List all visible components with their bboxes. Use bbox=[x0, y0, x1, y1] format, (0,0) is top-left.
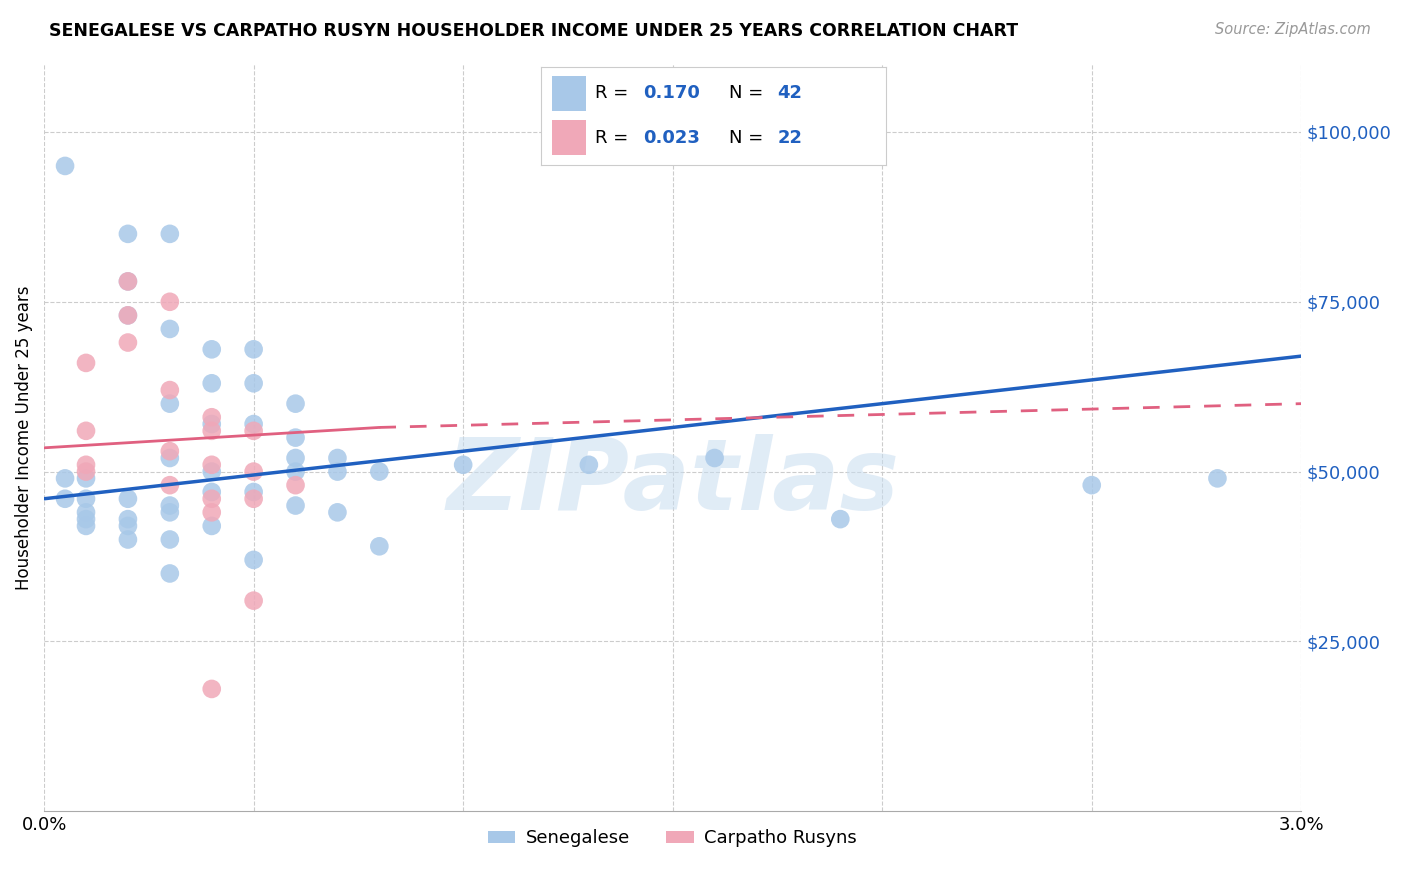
Point bbox=[75, 505, 97, 519]
Point bbox=[284, 397, 307, 411]
Point bbox=[117, 533, 139, 547]
Text: 0.170: 0.170 bbox=[643, 85, 700, 103]
Point bbox=[75, 424, 97, 438]
Text: SENEGALESE VS CARPATHO RUSYN HOUSEHOLDER INCOME UNDER 25 YEARS CORRELATION CHART: SENEGALESE VS CARPATHO RUSYN HOUSEHOLDER… bbox=[49, 22, 1018, 40]
Point bbox=[75, 519, 97, 533]
Point bbox=[242, 553, 264, 567]
Point bbox=[75, 356, 97, 370]
Point bbox=[284, 478, 307, 492]
Point bbox=[117, 309, 139, 323]
Point bbox=[159, 444, 181, 458]
Point bbox=[75, 471, 97, 485]
Point bbox=[53, 491, 76, 506]
Point bbox=[326, 465, 349, 479]
Point bbox=[117, 274, 139, 288]
Point bbox=[284, 450, 307, 465]
Point bbox=[201, 519, 224, 533]
Point bbox=[242, 593, 264, 607]
Text: R =: R = bbox=[595, 85, 634, 103]
FancyBboxPatch shape bbox=[551, 76, 586, 112]
Point bbox=[117, 227, 139, 241]
Point bbox=[201, 465, 224, 479]
Point bbox=[159, 450, 181, 465]
Point bbox=[117, 335, 139, 350]
Point bbox=[703, 450, 725, 465]
Point bbox=[242, 465, 264, 479]
Point bbox=[201, 424, 224, 438]
Text: 42: 42 bbox=[778, 85, 803, 103]
Text: Source: ZipAtlas.com: Source: ZipAtlas.com bbox=[1215, 22, 1371, 37]
Text: N =: N = bbox=[730, 85, 769, 103]
Point bbox=[159, 478, 181, 492]
Point bbox=[117, 519, 139, 533]
Point bbox=[201, 417, 224, 431]
Point bbox=[75, 491, 97, 506]
Point bbox=[117, 512, 139, 526]
Y-axis label: Householder Income Under 25 years: Householder Income Under 25 years bbox=[15, 285, 32, 590]
Point bbox=[201, 505, 224, 519]
Point bbox=[159, 499, 181, 513]
Point bbox=[159, 294, 181, 309]
Text: 22: 22 bbox=[778, 128, 803, 146]
Point bbox=[53, 159, 76, 173]
Point bbox=[201, 491, 224, 506]
Point bbox=[284, 431, 307, 445]
Point bbox=[201, 458, 224, 472]
Point bbox=[201, 681, 224, 696]
Text: N =: N = bbox=[730, 128, 769, 146]
Point bbox=[201, 376, 224, 391]
Text: 0.023: 0.023 bbox=[643, 128, 700, 146]
Point bbox=[159, 397, 181, 411]
Text: R =: R = bbox=[595, 128, 634, 146]
Point bbox=[159, 227, 181, 241]
Point bbox=[578, 458, 600, 472]
Point bbox=[201, 410, 224, 425]
Point bbox=[159, 533, 181, 547]
Point bbox=[368, 465, 391, 479]
Point bbox=[242, 491, 264, 506]
Legend: Senegalese, Carpatho Rusyns: Senegalese, Carpatho Rusyns bbox=[481, 822, 865, 855]
Point bbox=[326, 505, 349, 519]
Point bbox=[117, 274, 139, 288]
Point bbox=[75, 458, 97, 472]
Point bbox=[284, 465, 307, 479]
Point bbox=[242, 424, 264, 438]
Point bbox=[75, 512, 97, 526]
Point bbox=[242, 485, 264, 500]
Point bbox=[117, 309, 139, 323]
Point bbox=[53, 471, 76, 485]
Point bbox=[159, 566, 181, 581]
Point bbox=[159, 322, 181, 336]
Point bbox=[284, 499, 307, 513]
Point bbox=[451, 458, 474, 472]
Point bbox=[117, 491, 139, 506]
Point bbox=[75, 465, 97, 479]
Point bbox=[242, 343, 264, 357]
Point bbox=[201, 485, 224, 500]
Point bbox=[326, 450, 349, 465]
Text: ZIPatlas: ZIPatlas bbox=[446, 434, 900, 531]
Point bbox=[242, 376, 264, 391]
Point bbox=[368, 539, 391, 553]
Point bbox=[1206, 471, 1229, 485]
Point bbox=[201, 343, 224, 357]
FancyBboxPatch shape bbox=[551, 120, 586, 155]
Point bbox=[1080, 478, 1102, 492]
Point bbox=[242, 417, 264, 431]
Point bbox=[159, 383, 181, 397]
Point bbox=[159, 505, 181, 519]
Point bbox=[830, 512, 852, 526]
